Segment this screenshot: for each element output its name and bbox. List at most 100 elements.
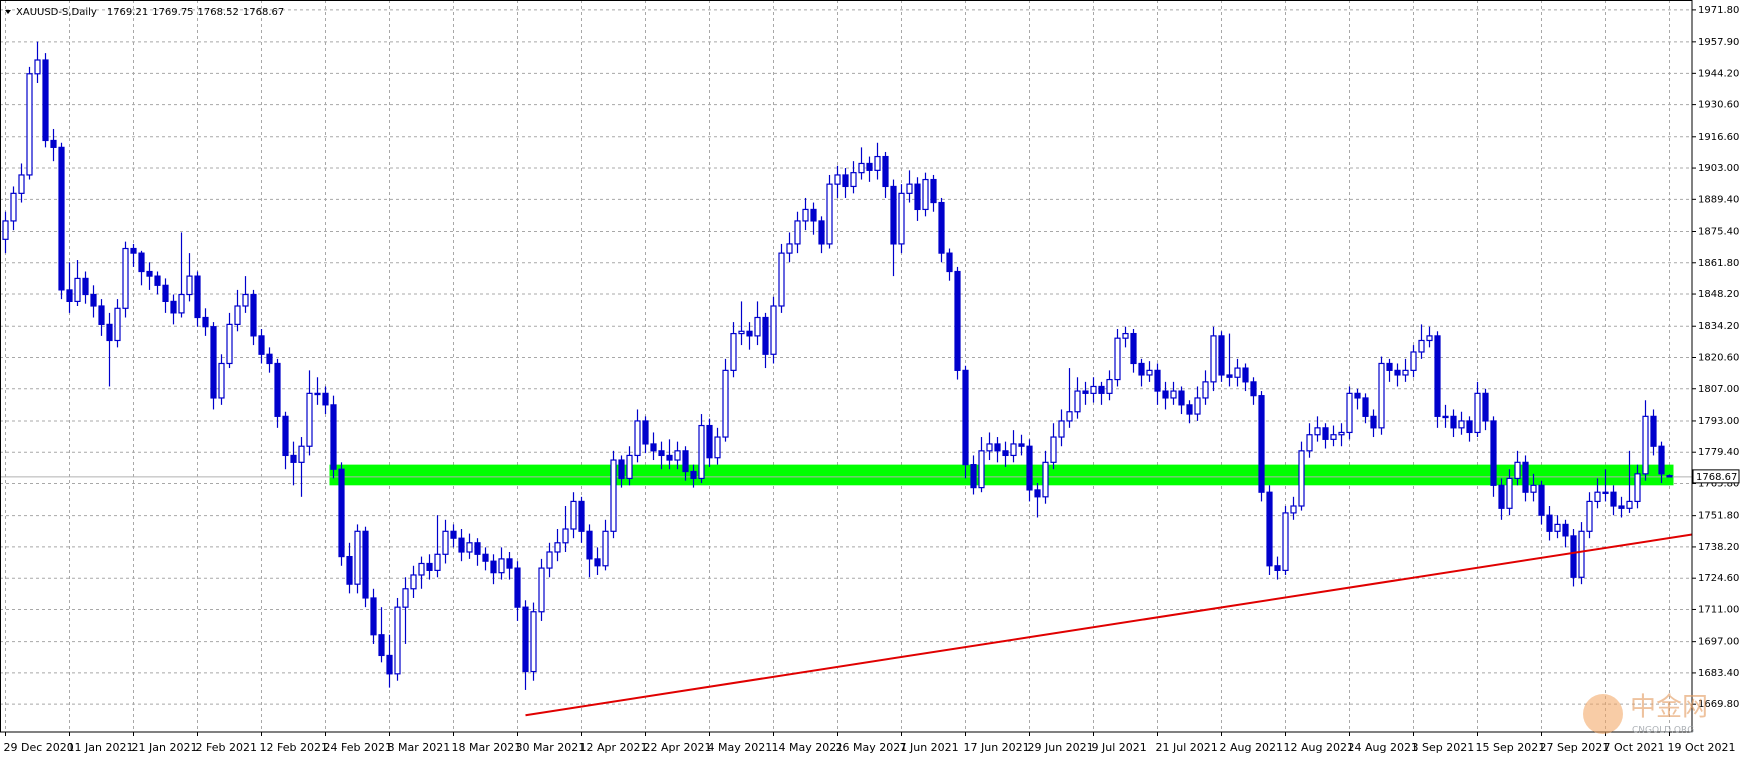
candle-body xyxy=(370,597,377,636)
candle-body xyxy=(98,305,105,325)
price-label-box xyxy=(1692,469,1740,484)
candle-body xyxy=(898,192,905,245)
candle-body xyxy=(1050,436,1057,463)
candle-body xyxy=(842,174,849,188)
candle-body xyxy=(274,362,281,417)
candle-body xyxy=(90,293,97,307)
candle-body xyxy=(250,293,257,337)
candle-body xyxy=(1218,335,1225,376)
candle-body xyxy=(1346,392,1353,434)
y-tick-label: 1820.60 xyxy=(1698,352,1739,363)
candle-body xyxy=(874,155,881,171)
candle-body xyxy=(1042,461,1049,498)
candle-body xyxy=(474,542,481,555)
candle-body xyxy=(1554,523,1561,532)
candle-body xyxy=(410,574,417,590)
candle-body xyxy=(1666,475,1673,478)
candle-body xyxy=(1650,415,1657,447)
candle-body xyxy=(994,443,1001,452)
candle-body xyxy=(778,252,785,307)
candle-body xyxy=(146,270,153,277)
x-tick-label: 12 Apr 2021 xyxy=(580,741,648,754)
candle-body xyxy=(418,562,425,576)
candle-body xyxy=(1522,461,1529,493)
candle-body xyxy=(1082,390,1089,394)
candle-body xyxy=(482,553,489,562)
candle-body xyxy=(1362,397,1369,417)
candle-body xyxy=(1426,335,1433,342)
candle-body xyxy=(1330,434,1337,440)
candle-body xyxy=(1458,420,1465,429)
y-tick-label: 1916.60 xyxy=(1698,132,1739,143)
support-zone xyxy=(329,464,1674,486)
candle-body xyxy=(762,316,769,355)
y-tick-label: 1697.00 xyxy=(1698,637,1739,648)
candle-body xyxy=(1394,369,1401,376)
y-tick-label: 1669.80 xyxy=(1698,699,1739,710)
candle-body xyxy=(1274,565,1281,571)
candle-body xyxy=(1642,415,1649,475)
header-price: 1768.67 xyxy=(243,7,284,18)
x-tick-label: 12 Aug 2021 xyxy=(1284,741,1354,754)
candle-body xyxy=(338,468,345,558)
candle-body xyxy=(826,183,833,245)
candle-body xyxy=(58,146,65,291)
candle-body xyxy=(850,172,857,188)
candle-body xyxy=(1202,381,1209,399)
candle-body xyxy=(1594,491,1601,503)
candle-body xyxy=(1058,420,1065,438)
candle-body xyxy=(666,454,673,461)
candle-body xyxy=(1322,427,1329,440)
candle-body xyxy=(1474,392,1481,434)
candle-body xyxy=(914,183,921,211)
candle-body xyxy=(282,415,289,457)
chart-title: XAUUSD-S,Daily 1769.21 1769.75 1768.52 1768.… xyxy=(16,7,284,18)
candle-body xyxy=(1242,367,1249,383)
x-tick-label: 2 Feb 2021 xyxy=(196,741,257,754)
candle-body xyxy=(1386,362,1393,371)
candle-body xyxy=(642,420,649,445)
y-tick-label: 1957.90 xyxy=(1698,37,1739,48)
x-tick-label: 11 Jan 2021 xyxy=(68,741,134,754)
watermark-title: 中金网 xyxy=(1630,693,1708,723)
candle-body xyxy=(1250,381,1257,397)
candle-body xyxy=(1098,385,1105,394)
candle-body xyxy=(554,542,561,553)
candle-body xyxy=(1586,500,1593,532)
candle-body xyxy=(938,201,945,254)
candle-body xyxy=(682,450,689,473)
candle-body xyxy=(322,392,329,406)
candle-body xyxy=(602,530,609,567)
candle-body xyxy=(194,275,201,319)
candle-body xyxy=(362,530,369,599)
x-tick-label: 30 Mar 2021 xyxy=(516,741,586,754)
candle-body xyxy=(906,183,913,194)
candle-body xyxy=(658,450,665,457)
candle-body xyxy=(530,611,537,673)
candle-body xyxy=(114,307,121,342)
candle-body xyxy=(698,424,705,480)
candle-body xyxy=(42,59,49,142)
candle-body xyxy=(634,420,641,457)
x-tick-label: 14 May 2021 xyxy=(772,741,844,754)
candle-body xyxy=(178,293,185,314)
candle-body xyxy=(970,464,977,489)
candle-body xyxy=(218,362,225,399)
candle-body xyxy=(266,353,273,365)
candle-body xyxy=(1570,535,1577,578)
candle-body xyxy=(498,558,505,574)
candle-body xyxy=(154,275,161,286)
candle-body xyxy=(1482,392,1489,422)
candle-body xyxy=(66,289,73,302)
candle-body xyxy=(1418,339,1425,353)
candle-body xyxy=(1282,512,1289,571)
x-tick-label: 27 Sep 2021 xyxy=(1540,741,1610,754)
candle-body xyxy=(922,178,929,211)
candle-body xyxy=(1074,390,1081,413)
y-tick-label: 1971.80 xyxy=(1698,5,1739,16)
candle-body xyxy=(1562,523,1569,537)
candle-body xyxy=(1514,461,1521,480)
candle-body xyxy=(466,542,473,553)
candle-body xyxy=(610,459,617,532)
candle-body xyxy=(1450,415,1457,429)
